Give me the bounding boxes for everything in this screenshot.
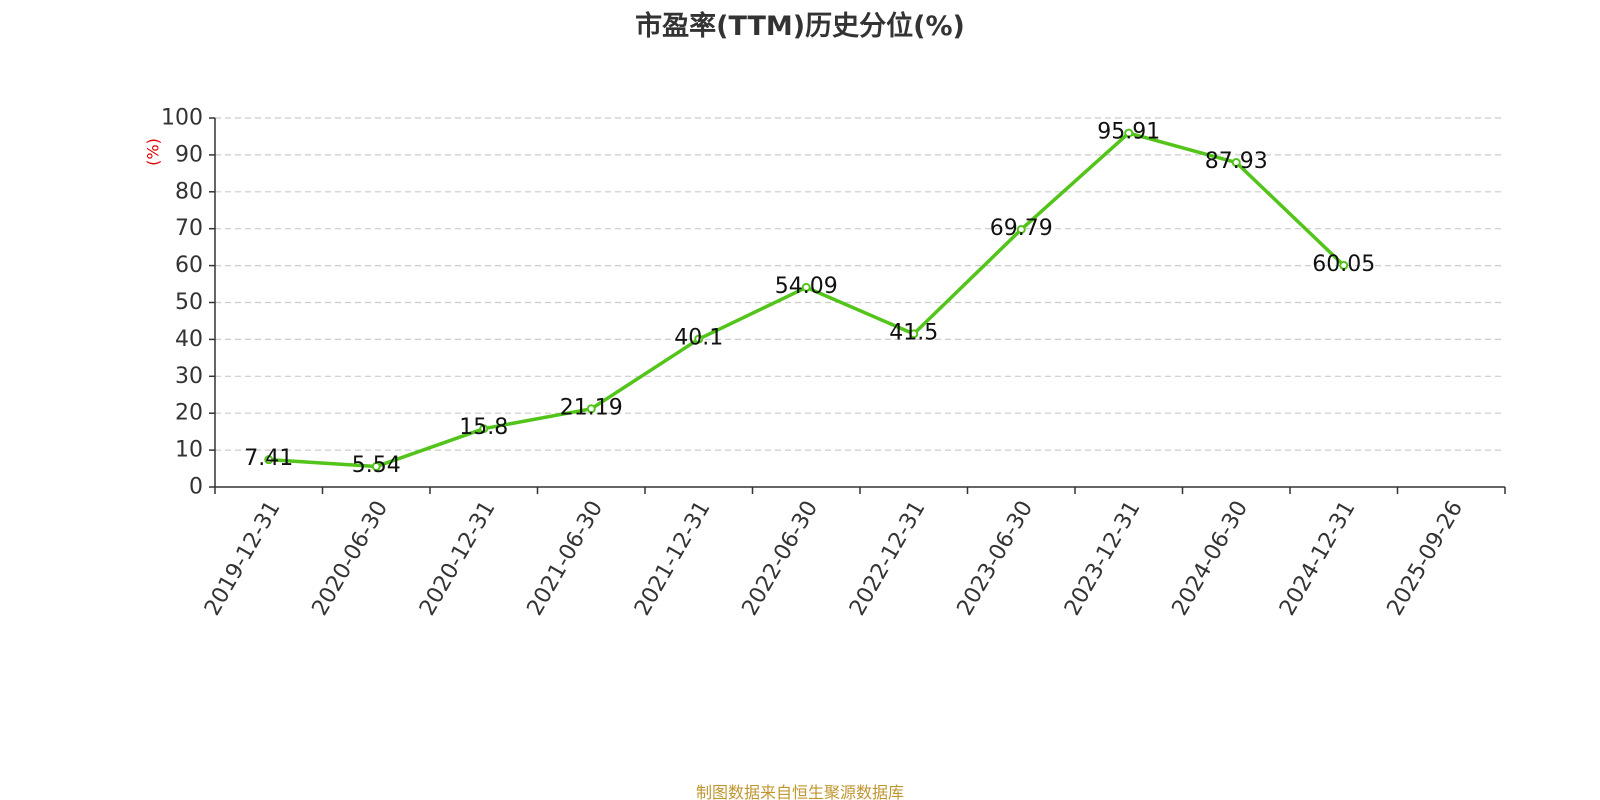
data-label: 54.09 bbox=[775, 274, 838, 299]
y-tick-label: 20 bbox=[175, 401, 203, 426]
data-point bbox=[264, 455, 274, 465]
x-tick-label: 2021-12-31 bbox=[630, 497, 716, 620]
x-tick-label: 2023-12-31 bbox=[1060, 497, 1146, 620]
data-point bbox=[479, 424, 489, 434]
data-point bbox=[909, 329, 919, 339]
y-tick-label: 60 bbox=[175, 253, 203, 278]
data-point bbox=[586, 404, 596, 414]
data-point bbox=[371, 462, 381, 472]
data-point bbox=[1339, 260, 1349, 270]
y-tick-label: 100 bbox=[161, 106, 203, 131]
y-tick-label: 0 bbox=[189, 475, 203, 500]
data-label: 15.8 bbox=[459, 415, 508, 440]
x-tick-label: 2022-12-31 bbox=[845, 497, 931, 620]
x-tick-label: 2024-06-30 bbox=[1167, 497, 1253, 620]
x-tick-label: 2020-12-31 bbox=[415, 497, 501, 620]
y-tick-label: 10 bbox=[175, 438, 203, 463]
data-label: 87.93 bbox=[1205, 149, 1268, 174]
data-label: 95.91 bbox=[1097, 120, 1160, 145]
x-tick-label: 2021-06-30 bbox=[522, 497, 608, 620]
y-axis-unit-label: (%) bbox=[144, 138, 163, 166]
y-tick-label: 50 bbox=[175, 290, 203, 315]
y-tick-label: 70 bbox=[175, 216, 203, 241]
data-label: 5.54 bbox=[352, 453, 401, 478]
data-label: 40.1 bbox=[674, 326, 723, 351]
x-tick-label: 2020-06-30 bbox=[307, 497, 393, 620]
x-tick-label: 2025-09-26 bbox=[1382, 497, 1468, 620]
data-label: 21.19 bbox=[560, 395, 623, 420]
y-tick-label: 30 bbox=[175, 364, 203, 389]
source-note: 制图数据来自恒生聚源数据库 bbox=[695, 783, 904, 800]
data-label: 60.05 bbox=[1312, 252, 1375, 277]
data-point bbox=[1231, 158, 1241, 168]
data-point bbox=[801, 282, 811, 292]
y-tick-label: 90 bbox=[175, 142, 203, 167]
chart-title: 市盈率(TTM)历史分位(%) bbox=[635, 11, 965, 42]
x-tick-label: 2022-06-30 bbox=[737, 497, 823, 620]
series-line bbox=[267, 131, 1346, 469]
data-label: 69.79 bbox=[990, 216, 1053, 241]
y-tick-label: 80 bbox=[175, 179, 203, 204]
x-tick-label: 2024-12-31 bbox=[1275, 497, 1361, 620]
x-tick-label: 2019-12-31 bbox=[200, 497, 286, 620]
x-tick-label: 2023-06-30 bbox=[952, 497, 1038, 620]
data-point bbox=[1016, 224, 1026, 234]
data-label: 41.5 bbox=[889, 320, 938, 345]
y-tick-label: 40 bbox=[175, 327, 203, 352]
data-point bbox=[1124, 128, 1134, 138]
data-point bbox=[694, 334, 704, 344]
data-label: 7.41 bbox=[244, 446, 293, 471]
